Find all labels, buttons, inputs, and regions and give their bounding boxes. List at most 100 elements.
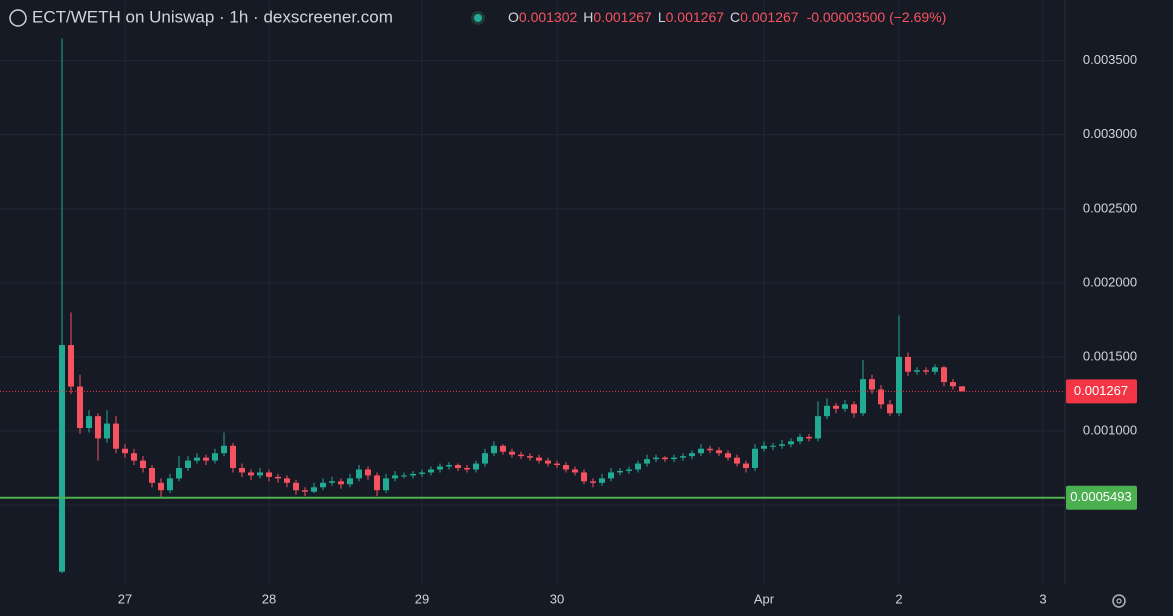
candle-body <box>698 448 704 454</box>
candle-body <box>770 445 776 447</box>
candle-body <box>743 463 749 468</box>
status-dot <box>474 14 482 22</box>
last-price-label-bg <box>1066 379 1137 404</box>
candle-body <box>311 487 317 492</box>
x-tick-label: 29 <box>415 591 429 606</box>
candle-body <box>509 451 515 455</box>
l-label: L <box>658 9 666 25</box>
h-value: 0.001267 <box>593 9 652 25</box>
level-label-bg <box>1066 485 1137 510</box>
x-tick-label: 2 <box>895 591 902 606</box>
candle-body <box>464 468 470 470</box>
settings-icon[interactable] <box>1112 594 1126 608</box>
candle-body <box>635 463 641 470</box>
candle-body <box>914 370 920 372</box>
candle-body <box>122 448 128 454</box>
candle-body <box>608 472 614 479</box>
last-price-label: 0.001267 <box>1074 383 1128 398</box>
candle-body <box>392 475 398 479</box>
candle-body <box>563 465 569 470</box>
candle-body <box>212 453 218 461</box>
candle-body <box>878 389 884 405</box>
settings-button[interactable] <box>1112 594 1126 608</box>
candle-body <box>473 463 479 470</box>
candle-body <box>167 478 173 491</box>
y-tick-label: 0.001000 <box>1083 422 1137 437</box>
c-value: 0.001267 <box>740 9 799 25</box>
change: -0.00003500 (−2.69%) <box>807 9 947 25</box>
y-tick-label: 0.002000 <box>1083 274 1137 289</box>
candle-body <box>860 379 866 414</box>
candle-body <box>869 379 875 390</box>
y-tick-label: 0.003500 <box>1083 52 1137 67</box>
candle-body <box>59 345 65 572</box>
candle-body <box>194 457 200 461</box>
candle-body <box>293 482 299 491</box>
candle-body <box>329 481 335 483</box>
candle-body <box>140 460 146 468</box>
candle-body <box>518 454 524 457</box>
candle-body <box>383 478 389 491</box>
candle-body <box>185 460 191 468</box>
candle-body <box>617 470 623 473</box>
candle-body <box>590 481 596 483</box>
candle-body <box>851 404 857 414</box>
y-tick-label: 0.001500 <box>1083 348 1137 363</box>
candle-body <box>725 453 731 458</box>
candle-body <box>68 345 74 387</box>
settings-icon-center[interactable] <box>1116 598 1122 604</box>
l-value: 0.001267 <box>666 9 725 25</box>
candle-body <box>284 478 290 483</box>
candle-body <box>176 468 182 479</box>
candle-body <box>842 404 848 409</box>
candle-body <box>347 478 353 485</box>
candle-body <box>401 475 407 477</box>
candle-body <box>797 436 803 442</box>
candle-body <box>932 367 938 372</box>
candle-body <box>86 416 92 429</box>
candle-body <box>221 445 227 454</box>
candle-body <box>95 416 101 439</box>
candle-body <box>680 456 686 458</box>
candle-body <box>959 386 965 392</box>
candle-body <box>131 453 137 461</box>
candle-body <box>662 457 668 460</box>
ohlc-legend: O0.001302 H0.001267 L0.001267 C0.001267 -0.0… <box>508 9 946 25</box>
candle-body <box>824 405 830 417</box>
candle-body <box>923 370 929 372</box>
candle-body <box>671 457 677 460</box>
o-value: 0.001302 <box>519 9 578 25</box>
level-label: 0.0005493 <box>1070 489 1131 504</box>
candle-body <box>77 386 83 429</box>
candle-body <box>644 459 650 464</box>
candle-body <box>104 423 110 439</box>
candle-body <box>437 466 443 470</box>
candle-body <box>707 448 713 451</box>
candle-body <box>527 456 533 458</box>
candle-body <box>896 356 902 414</box>
candle-body <box>653 457 659 460</box>
candle-body <box>248 472 254 476</box>
candle-body <box>734 457 740 464</box>
candle-body <box>545 460 551 464</box>
y-tick-label: 0.003000 <box>1083 126 1137 141</box>
candle-body <box>716 450 722 454</box>
candle-body <box>554 463 560 466</box>
x-tick-label: 30 <box>550 591 564 606</box>
candle-body <box>581 472 587 482</box>
candle-body <box>203 457 209 461</box>
h-label: H <box>583 9 593 25</box>
candle-body <box>599 478 605 483</box>
candle-body <box>752 448 758 468</box>
candle-body <box>941 367 947 383</box>
candle-body <box>158 482 164 491</box>
candle-body <box>536 457 542 461</box>
x-tick-label: 3 <box>1039 591 1046 606</box>
candle-body <box>365 469 371 476</box>
header-title: ECT/WETH on Uniswap · 1h · dexscreener.c… <box>32 7 393 26</box>
candle-body <box>374 475 380 491</box>
candle-body <box>806 436 812 439</box>
candle-body <box>455 465 461 468</box>
o-label: O <box>508 9 519 25</box>
